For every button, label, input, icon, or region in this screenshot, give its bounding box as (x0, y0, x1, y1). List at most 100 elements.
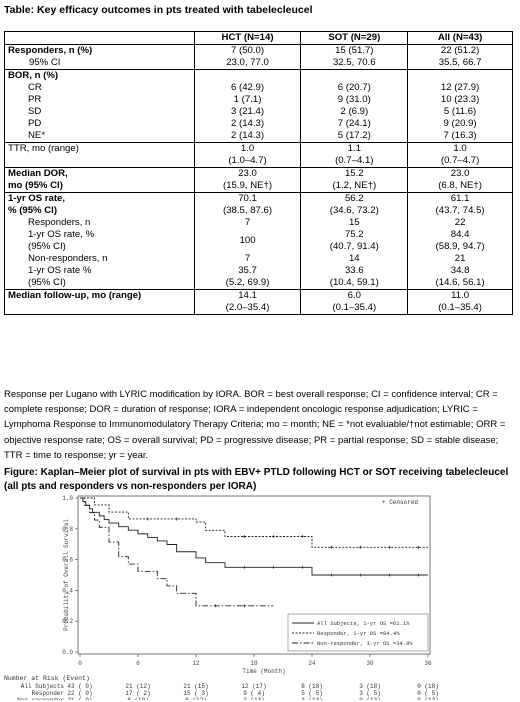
censor-mark (387, 573, 391, 577)
cell: 7 (50.0) (193, 44, 302, 57)
risk-row-label: Responder (32, 690, 65, 697)
risk-table-title: Number at Risk (Event) (4, 675, 90, 682)
cell: 35.7 (238, 265, 257, 276)
cell: 84.4 (450, 229, 470, 240)
row-label: mo (95% CI) (8, 180, 63, 191)
x-tick-label: 36 (424, 660, 432, 667)
table-row: 1-yr OS rate, % (95% CI) Responders, n 1… (4, 192, 513, 290)
cell: (15.9, NE†) (223, 180, 273, 191)
column-header (4, 31, 195, 45)
y-tick-label: 0.2 (62, 618, 73, 625)
cell: 23.0 (238, 168, 257, 179)
legend-entry: All Subjects, 1-yr OS =61.1% (317, 620, 410, 627)
risk-cell: 21 (12) (125, 683, 150, 690)
cell: 70.1 (238, 193, 257, 204)
cell: 14.1 (238, 290, 257, 301)
cell: 2 (14.3) (231, 130, 265, 141)
figure-title: Figure: Kaplan–Meier plot of survival in… (4, 467, 509, 492)
cell: 34.8 (450, 265, 470, 276)
censored-legend: + Censored (382, 499, 418, 506)
risk-cell: 0 ( 5) (417, 690, 439, 697)
row-label: PR (28, 94, 42, 105)
efficacy-table: HCT (N=14) SOT (N=29) All (N=43) Respond… (4, 31, 513, 315)
cell: 33.6 (344, 265, 364, 276)
cell: 100 (239, 235, 256, 246)
row-label: Responders, n (%) (4, 44, 195, 57)
cell: (38.5, 87.6) (223, 205, 273, 216)
y-tick-label: 0.8 (62, 526, 73, 533)
cell: 9 (20.9) (443, 118, 477, 129)
row-label: (95% CI) (28, 241, 66, 252)
risk-cell: 3 (13) (243, 697, 265, 700)
x-tick-label: 0 (78, 660, 82, 667)
cell: 21 (454, 253, 466, 264)
row-label: TTR, mo (range) (4, 142, 195, 168)
risk-cell: 43 ( 0) (67, 683, 92, 690)
row-label: 1-yr OS rate, % (28, 229, 95, 240)
risk-cell: 8 (10) (127, 697, 149, 700)
censor-mark (416, 573, 420, 577)
x-tick-label: 12 (192, 660, 200, 667)
abbreviations-footnote: Response per Lugano with LYRIC modificat… (4, 389, 506, 461)
row-label: Median follow-up, mo (range) (4, 289, 195, 315)
risk-row-label: All Subjects (21, 683, 65, 690)
row-label: 95% CI (4, 57, 195, 70)
x-axis-label: Time (Month) (242, 668, 285, 675)
cell: 15 (348, 217, 360, 228)
risk-row-label: Non-responder (17, 697, 64, 700)
cell: (14.6, 56.1) (435, 277, 485, 288)
km-curve (80, 497, 274, 607)
cell: 2 (6.9) (340, 106, 369, 117)
row-label: 1-yr OS rate % (28, 265, 92, 276)
x-tick-label: 18 (250, 660, 258, 667)
cell: (10.4, 59.1) (329, 277, 379, 288)
row-label: NE* (28, 130, 46, 141)
risk-cell: 6 (12) (185, 697, 207, 700)
cell: 5 (17.2) (337, 130, 371, 141)
y-axis-label: Probability of Overall Survival (63, 519, 70, 631)
risk-cell: 5 ( 5) (301, 690, 323, 697)
cell: 56.2 (344, 193, 364, 204)
cell: (34.6, 73.2) (329, 205, 379, 216)
cell: (1.2, NE†) (332, 180, 377, 191)
cell: 1.0 (453, 143, 467, 154)
row-label: Non-responders, n (28, 253, 108, 264)
row-label: BOR, n (%) (8, 70, 59, 81)
cell: 15.2 (344, 168, 364, 179)
cell: (2.0–35.4) (225, 302, 270, 313)
cell: (40.7, 91.4) (329, 241, 379, 252)
km-curve (80, 497, 428, 576)
cell: (6.8, NE†) (438, 180, 482, 191)
risk-cell: 3 (13) (301, 697, 323, 700)
cell: (1.0–4.7) (228, 155, 267, 166)
x-tick-label: 24 (308, 660, 316, 667)
cell: (0.1–35.4) (332, 302, 377, 313)
cell: (5.2, 69.9) (225, 277, 270, 288)
risk-cell: 0 (13) (359, 697, 381, 700)
table-row: Responders, n (%) 7 (50.0) 15 (51.7) 22 … (4, 44, 513, 57)
legend-entry: Responder, 1-yr OS =84.4% (317, 630, 400, 637)
row-label: Responders, n (28, 217, 91, 228)
cell: 32.5, 70.6 (300, 57, 409, 70)
cell: (0.1–35.4) (438, 302, 482, 313)
cell: 15 (51.7) (300, 44, 409, 57)
cell: 7 (16.3) (443, 130, 477, 141)
censor-mark (271, 535, 275, 538)
cell: 6.0 (347, 290, 361, 301)
censor-mark (358, 545, 362, 549)
column-header: SOT (N=29) (300, 31, 409, 45)
risk-cell: 9 ( 4) (243, 690, 265, 697)
censor-mark (416, 545, 420, 549)
censor-mark (242, 604, 246, 608)
risk-cell: 21 (15) (183, 683, 208, 690)
cell: 61.1 (450, 193, 470, 204)
table-row: 95% CI 23.0, 77.0 32.5, 70.6 35.5, 66.7 (4, 57, 513, 70)
risk-cell: 21 ( 0) (67, 697, 92, 700)
x-tick-label: 6 (136, 660, 140, 667)
censor-mark (242, 565, 246, 569)
column-header: HCT (N=14) (193, 31, 302, 45)
cell: 3 (21.4) (231, 106, 265, 117)
censor-mark (271, 565, 275, 569)
risk-cell: 8 (18) (301, 683, 323, 690)
cell: 14 (348, 253, 360, 264)
